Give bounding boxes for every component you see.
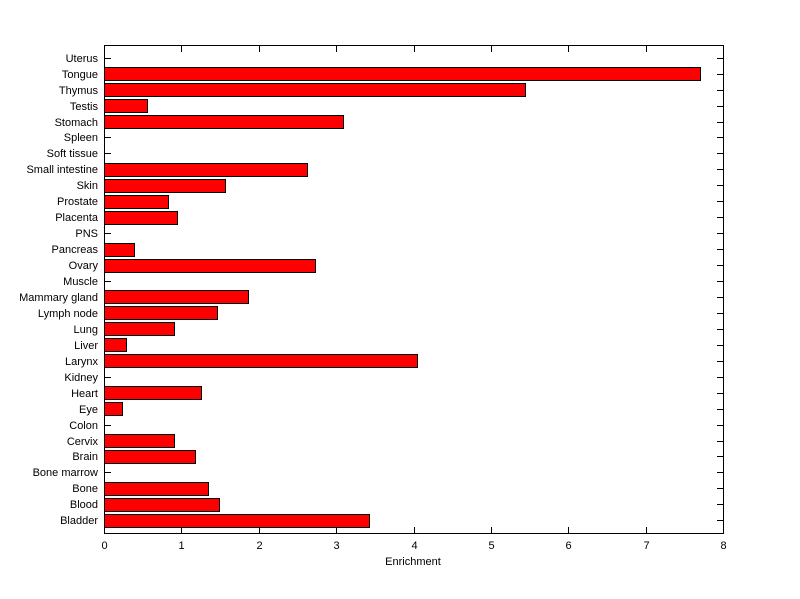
category-label-soft-tissue: Soft tissue [47, 148, 98, 160]
x-tick-label: 4 [411, 540, 417, 552]
category-label-cervix: Cervix [67, 436, 99, 448]
bar-cervix [104, 434, 175, 448]
category-label-ovary: Ovary [69, 260, 99, 272]
bar-placenta [104, 211, 178, 225]
x-tick-label: 8 [720, 540, 726, 552]
category-label-skin: Skin [77, 180, 98, 192]
category-label-uterus: Uterus [66, 53, 99, 65]
category-label-blood: Blood [70, 499, 98, 511]
category-label-lymph-node: Lymph node [38, 308, 98, 320]
category-label-bone-marrow: Bone marrow [33, 467, 98, 479]
bar-tongue [104, 67, 701, 81]
bar-blood [104, 498, 220, 512]
x-tick-label: 0 [101, 540, 107, 552]
category-label-testis: Testis [70, 101, 99, 113]
category-label-colon: Colon [69, 420, 98, 432]
axes-box [104, 45, 724, 534]
plot-area: 0 1 2 3 4 5 6 7 8 Uterus Tongue Thymus Testis Stomach… [19, 45, 727, 552]
category-label-prostate: Prostate [57, 196, 98, 208]
bar-larynx [104, 354, 418, 368]
category-label-kidney: Kidney [64, 372, 98, 384]
category-label-eye: Eye [79, 404, 98, 416]
x-tick-label: 6 [565, 540, 571, 552]
bar-bladder [104, 514, 370, 528]
category-label-brain: Brain [72, 451, 98, 463]
category-label-bladder: Bladder [60, 515, 98, 527]
category-label-placenta: Placenta [55, 212, 99, 224]
category-label-stomach: Stomach [55, 117, 98, 129]
bar-testis [104, 99, 148, 113]
bar-liver [104, 338, 127, 352]
bar-bone [104, 482, 209, 496]
bar-skin [104, 179, 226, 193]
bar-pancreas [104, 243, 135, 257]
bar-thymus [104, 83, 526, 97]
category-label-spleen: Spleen [64, 132, 98, 144]
category-label-muscle: Muscle [63, 276, 98, 288]
category-label-mammary-gland: Mammary gland [19, 292, 98, 304]
category-label-heart: Heart [71, 388, 98, 400]
category-label-tongue: Tongue [62, 69, 98, 81]
category-label-pns: PNS [75, 228, 98, 240]
bar-small-intestine [104, 163, 308, 177]
category-label-thymus: Thymus [59, 85, 99, 97]
x-tick-label: 1 [178, 540, 184, 552]
bar-brain [104, 450, 196, 464]
x-tick-label: 3 [333, 540, 339, 552]
bar-lymph-node [104, 306, 218, 320]
category-label-larynx: Larynx [65, 356, 99, 368]
x-axis-label: Enrichment [385, 556, 441, 568]
bar-eye [104, 402, 123, 416]
category-label-pancreas: Pancreas [52, 244, 99, 256]
x-tick-label: 5 [488, 540, 494, 552]
bar-heart [104, 386, 202, 400]
bar-prostate [104, 195, 169, 209]
category-label-lung: Lung [74, 324, 98, 336]
category-label-bone: Bone [72, 483, 98, 495]
bar-ovary [104, 259, 316, 273]
category-label-liver: Liver [74, 340, 98, 352]
bar-stomach [104, 115, 344, 129]
category-label-small-intestine: Small intestine [26, 164, 98, 176]
x-tick-label: 2 [256, 540, 262, 552]
x-tick-label: 7 [643, 540, 649, 552]
bar-mammary-gland [104, 290, 249, 304]
bar-lung [104, 322, 175, 336]
